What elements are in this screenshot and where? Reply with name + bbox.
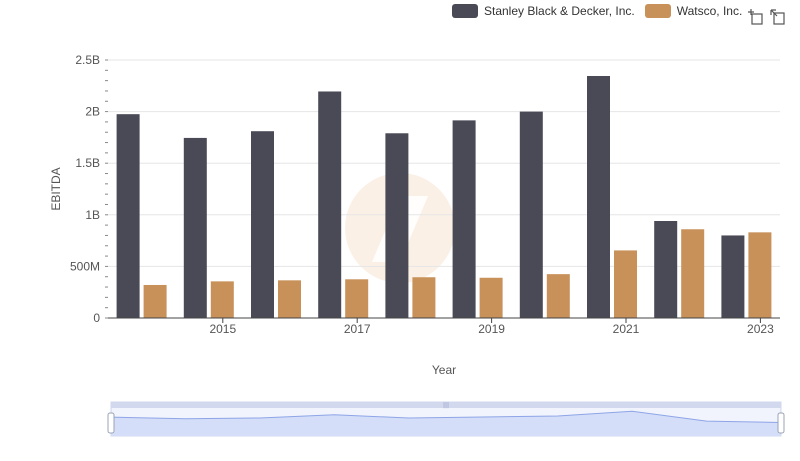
bar-stanley-2015[interactable] <box>183 137 207 318</box>
toolbox <box>746 7 790 25</box>
legend-item-stanley[interactable]: Stanley Black & Decker, Inc. <box>452 4 635 18</box>
bars <box>116 75 772 319</box>
x-tick-label: 2017 <box>344 322 371 336</box>
legend-item-watsco[interactable]: Watsco, Inc. <box>644 4 743 18</box>
bar-stanley-2019[interactable] <box>452 120 476 318</box>
bar-stanley-2017[interactable] <box>318 91 342 318</box>
y-axis-label: EBITDA <box>49 167 63 210</box>
bar-stanley-2016[interactable] <box>251 131 274 318</box>
y-tick-label: 0 <box>93 311 100 325</box>
zoom-selection[interactable] <box>111 408 781 436</box>
y-tick-label: 1B <box>85 208 100 222</box>
x-tick-label: 2015 <box>209 322 236 336</box>
legend: Stanley Black & Decker, Inc. Watsco, Inc… <box>452 4 752 18</box>
y-tick-label: 2B <box>85 105 100 119</box>
y-tick-label: 500M <box>70 259 100 273</box>
bar-stanley-2018[interactable] <box>385 133 409 318</box>
bar-watsco-2021[interactable] <box>614 250 637 318</box>
x-tick-label: 2023 <box>747 322 774 336</box>
y-tick-label: 2.5B <box>75 53 100 67</box>
bar-watsco-2022[interactable] <box>681 229 705 318</box>
legend-label-watsco: Watsco, Inc. <box>676 4 743 18</box>
data-zoom-slider[interactable]: ||| <box>107 401 785 437</box>
zoom-select-icon[interactable] <box>746 7 764 25</box>
bar-stanley-2022[interactable] <box>654 220 678 318</box>
bar-stanley-2023[interactable] <box>721 235 745 318</box>
grid-lines <box>108 59 780 319</box>
x-axis-label: Year <box>432 363 456 377</box>
bar-watsco-2018[interactable] <box>412 277 436 318</box>
bar-stanley-2014[interactable] <box>116 114 140 319</box>
zoom-top-bar[interactable] <box>111 402 781 408</box>
x-tick-label: 2019 <box>478 322 505 336</box>
zoom-reset-icon[interactable] <box>768 7 786 25</box>
legend-swatch-watsco <box>644 4 671 18</box>
bar-watsco-2020[interactable] <box>546 274 570 318</box>
zoom-handle-right[interactable] <box>777 412 785 434</box>
zoom-grip-icon[interactable]: ||| <box>443 402 449 409</box>
bar-stanley-2021[interactable] <box>587 75 610 318</box>
bar-watsco-2014[interactable] <box>143 284 167 318</box>
bar-watsco-2019[interactable] <box>479 277 503 318</box>
bar-watsco-2016[interactable] <box>278 280 301 318</box>
zoom-overview-line <box>110 410 782 423</box>
legend-label-stanley: Stanley Black & Decker, Inc. <box>484 4 635 18</box>
axes: 0 500M 1B 1.5B 2B 2.5B 2015 2017 2019 2021 2023 <box>70 53 780 336</box>
bar-watsco-2017[interactable] <box>345 279 369 318</box>
x-tick-label: 2021 <box>613 322 640 336</box>
zoom-handle-left[interactable] <box>107 412 115 434</box>
y-tick-label: 1.5B <box>75 156 100 170</box>
bar-watsco-2015[interactable] <box>210 281 234 318</box>
bar-stanley-2020[interactable] <box>519 111 543 318</box>
legend-swatch-stanley <box>452 4 478 18</box>
bar-watsco-2023[interactable] <box>748 232 772 318</box>
